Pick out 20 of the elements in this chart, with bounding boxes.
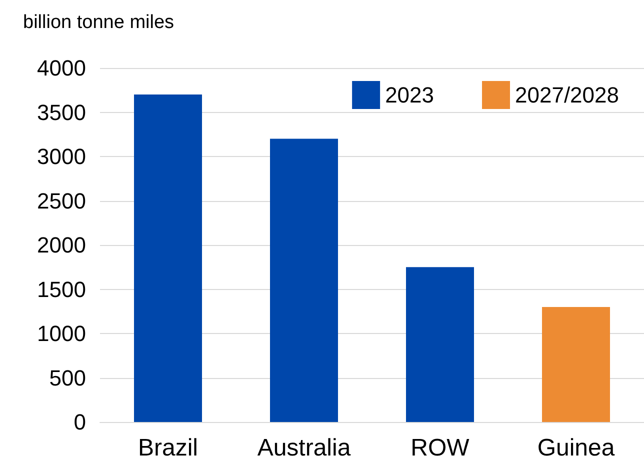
x-tick-label: Brazil (138, 434, 198, 462)
y-tick-label: 3500 (37, 100, 86, 125)
y-tick-label: 2500 (37, 188, 86, 214)
bar (270, 138, 338, 422)
y-tick-label: 2000 (37, 232, 86, 258)
y-tick-label: 1500 (37, 276, 86, 302)
y-tick-label: 3000 (37, 144, 86, 169)
bar (134, 94, 202, 422)
legend-label: 2027/2028 (515, 82, 620, 108)
y-tick-label: 500 (49, 365, 86, 390)
bar (542, 306, 610, 422)
legend-label: 2023 (385, 82, 434, 108)
x-tick-label: ROW (410, 434, 470, 462)
bar (406, 267, 474, 422)
y-tick-label: 4000 (37, 56, 86, 80)
x-tick-label: Australia (257, 434, 352, 462)
y-tick-label: 0 (74, 410, 86, 434)
y-axis-title: billion tonne miles (23, 12, 174, 33)
y-tick-label: 1000 (37, 321, 86, 346)
x-tick-label: Guinea (537, 434, 616, 462)
